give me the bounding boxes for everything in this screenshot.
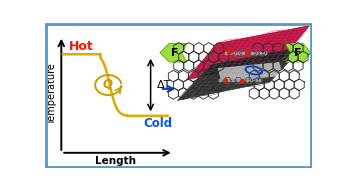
Text: Hot: Hot	[69, 40, 94, 53]
Polygon shape	[187, 26, 309, 80]
Text: ΔT: ΔT	[157, 80, 171, 90]
Text: Q: Q	[103, 78, 112, 91]
Polygon shape	[218, 62, 283, 82]
Text: F: F	[171, 48, 178, 58]
Polygon shape	[160, 43, 187, 62]
Polygon shape	[177, 46, 303, 100]
Text: Temperature: Temperature	[47, 63, 57, 125]
Polygon shape	[285, 43, 311, 62]
Text: Cold: Cold	[144, 117, 173, 130]
Text: Length: Length	[95, 156, 136, 166]
Text: F: F	[294, 48, 301, 58]
